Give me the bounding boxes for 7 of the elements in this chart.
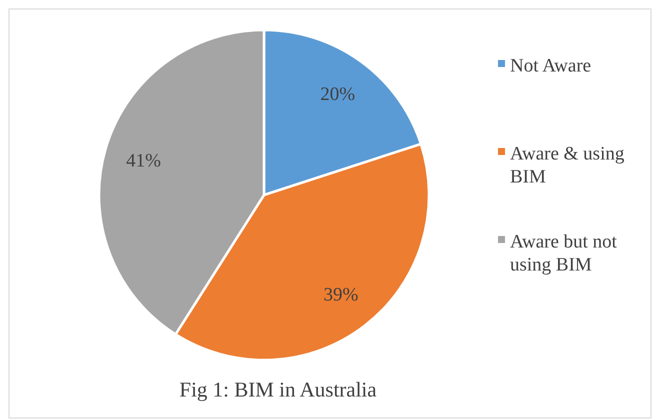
legend-label: Aware but not using BIM (510, 232, 618, 276)
data-label: 39% (323, 284, 358, 306)
legend-label: Not Aware (510, 56, 592, 77)
text: Fig 1: BIM in Australia (179, 377, 378, 402)
data-label: 20% (320, 84, 356, 106)
legend-label: Aware & using BIM (510, 144, 625, 188)
data-label: 41% (126, 150, 162, 172)
